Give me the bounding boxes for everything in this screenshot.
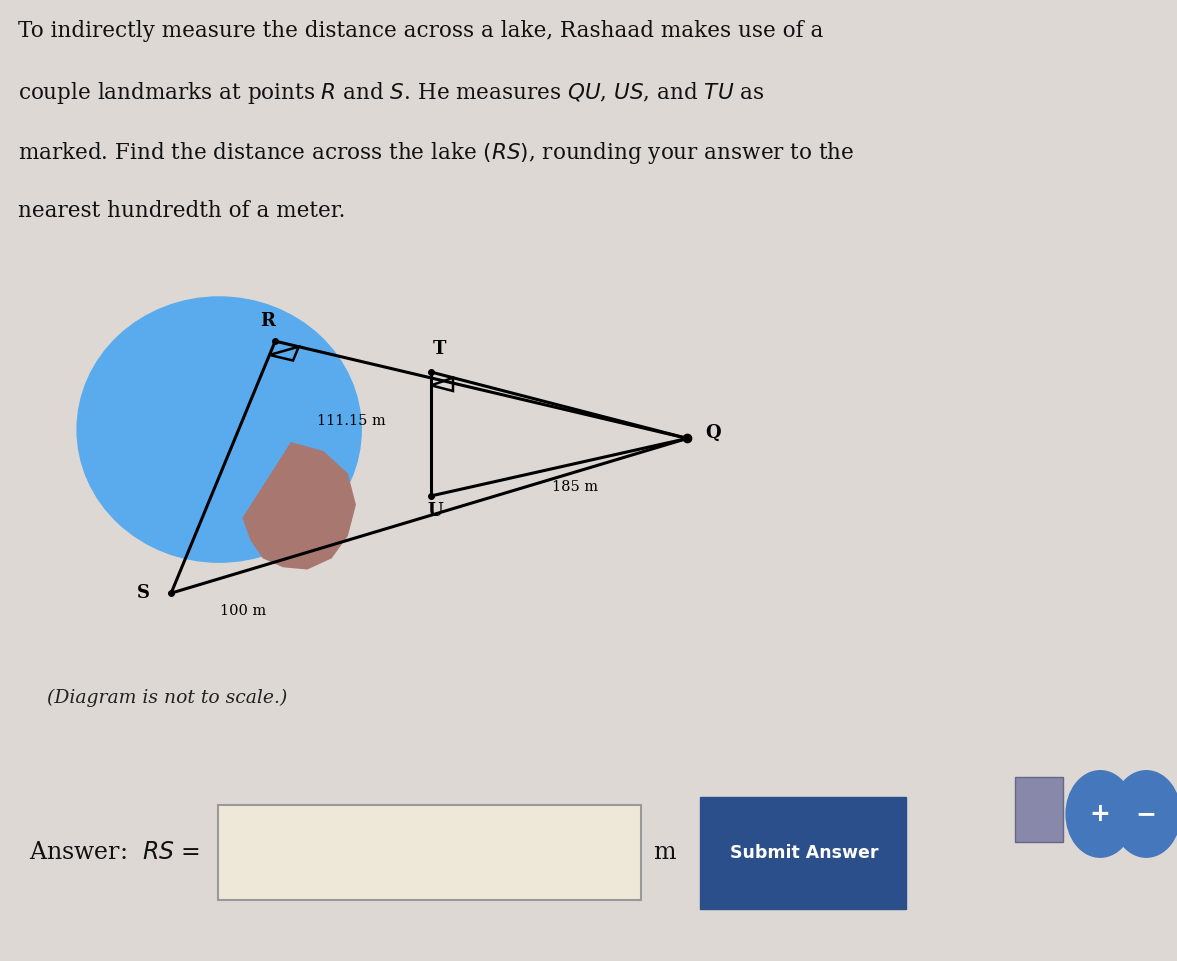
Text: Answer:  $\mathit{RS}$ =: Answer: $\mathit{RS}$ =	[29, 842, 200, 864]
Circle shape	[1066, 771, 1135, 857]
FancyBboxPatch shape	[1015, 777, 1063, 842]
Text: 111.15 m: 111.15 m	[317, 414, 386, 429]
Text: 185 m: 185 m	[552, 480, 598, 495]
Text: nearest hundredth of a meter.: nearest hundredth of a meter.	[18, 200, 345, 222]
Text: 100 m: 100 m	[220, 604, 266, 618]
Text: To indirectly measure the distance across a lake, Rashaad makes use of a: To indirectly measure the distance acros…	[18, 20, 823, 42]
Text: (Diagram is not to scale.): (Diagram is not to scale.)	[47, 689, 287, 706]
Text: S: S	[137, 583, 149, 602]
Text: marked. Find the distance across the lake $(\mathit{RS})$, rounding your answer : marked. Find the distance across the lak…	[18, 140, 855, 166]
Polygon shape	[244, 443, 355, 569]
Text: couple landmarks at points $\mathit{R}$ and $\mathit{S}$. He measures $\mathit{Q: couple landmarks at points $\mathit{R}$ …	[18, 80, 764, 106]
Text: R: R	[260, 311, 274, 330]
FancyBboxPatch shape	[218, 805, 641, 900]
Text: +: +	[1090, 802, 1111, 825]
Ellipse shape	[78, 297, 361, 562]
Text: T: T	[433, 340, 446, 358]
Text: −: −	[1136, 802, 1157, 825]
Text: Q: Q	[705, 424, 720, 441]
Text: Submit Answer: Submit Answer	[730, 844, 878, 862]
Text: U: U	[427, 502, 443, 520]
Circle shape	[1112, 771, 1177, 857]
FancyBboxPatch shape	[700, 797, 906, 909]
Text: m: m	[653, 842, 676, 864]
